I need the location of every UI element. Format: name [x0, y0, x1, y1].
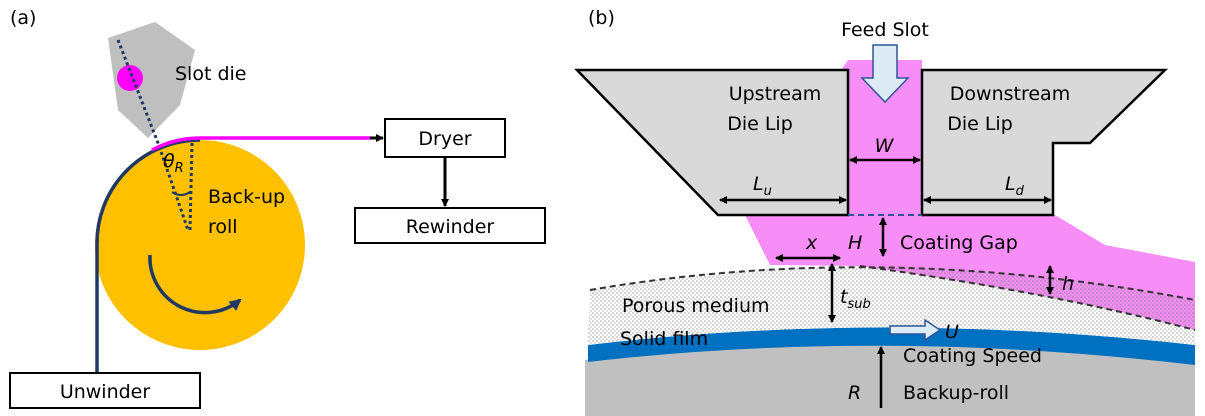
feed-slot-label: Feed Slot [841, 19, 929, 41]
coating-speed-label: Coating Speed [903, 345, 1042, 367]
upstream-label: Upstream [729, 83, 822, 105]
unwinder-label: Unwinder [60, 381, 151, 403]
width-label: W [875, 135, 895, 157]
coating-gap-label: Coating Gap [900, 232, 1018, 254]
panel-label: (a) [10, 7, 36, 29]
downstream-label: Downstream [950, 83, 1070, 105]
slot-die-label: Slot die [175, 63, 246, 85]
panel-b: (b) Feed Slot Upstream Die Lip Downstrea… [577, 7, 1195, 416]
text: Slot die [175, 63, 246, 85]
roll-label: Back-up [208, 186, 285, 208]
text: R [175, 161, 184, 176]
h-label: h [1062, 273, 1074, 295]
text: L [1005, 173, 1016, 195]
r-label: R [848, 382, 861, 404]
upstream-label: Die Lip [727, 113, 793, 135]
panel-label: (b) [588, 7, 615, 29]
text: θ [163, 150, 175, 172]
dryer-label: Dryer [418, 128, 471, 150]
gap-label: H [848, 232, 862, 254]
text: u [764, 184, 772, 199]
rewinder-label: Rewinder [406, 216, 495, 238]
roll-label: roll [208, 216, 238, 238]
text: L [753, 173, 764, 195]
porous-label: Porous medium [622, 295, 770, 317]
backup-roll-label: Backup-roll [903, 382, 1009, 404]
u-label: U [945, 321, 959, 343]
diagram: (a) Slot die θR Back-up roll Dryer Rewin… [0, 0, 1205, 416]
text: sub [847, 297, 870, 312]
text: d [1016, 184, 1025, 199]
downstream-label: Die Lip [947, 113, 1013, 135]
panel-a: (a) Slot die θR Back-up roll Dryer Rewin… [10, 7, 545, 408]
x-label: x [805, 232, 818, 254]
solid-film-label: Solid film [620, 328, 708, 350]
